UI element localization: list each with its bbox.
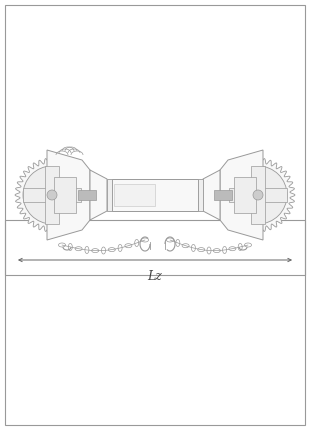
Bar xyxy=(5,220,305,275)
Polygon shape xyxy=(47,150,90,240)
Bar xyxy=(114,184,155,206)
Polygon shape xyxy=(203,170,220,220)
Bar xyxy=(23,188,81,202)
Bar xyxy=(54,177,76,213)
Bar xyxy=(234,177,256,213)
Bar xyxy=(112,179,198,211)
Text: Lz: Lz xyxy=(148,270,162,283)
Bar xyxy=(214,190,232,200)
Circle shape xyxy=(47,190,57,200)
Circle shape xyxy=(229,166,287,224)
Polygon shape xyxy=(90,170,107,220)
Bar xyxy=(229,188,287,202)
Bar xyxy=(251,166,265,224)
Bar xyxy=(45,166,59,224)
Bar xyxy=(198,179,203,211)
Bar xyxy=(107,179,112,211)
Circle shape xyxy=(23,166,81,224)
Circle shape xyxy=(253,190,263,200)
Polygon shape xyxy=(220,150,263,240)
Polygon shape xyxy=(15,158,89,232)
Bar xyxy=(78,190,96,200)
Polygon shape xyxy=(221,158,295,232)
